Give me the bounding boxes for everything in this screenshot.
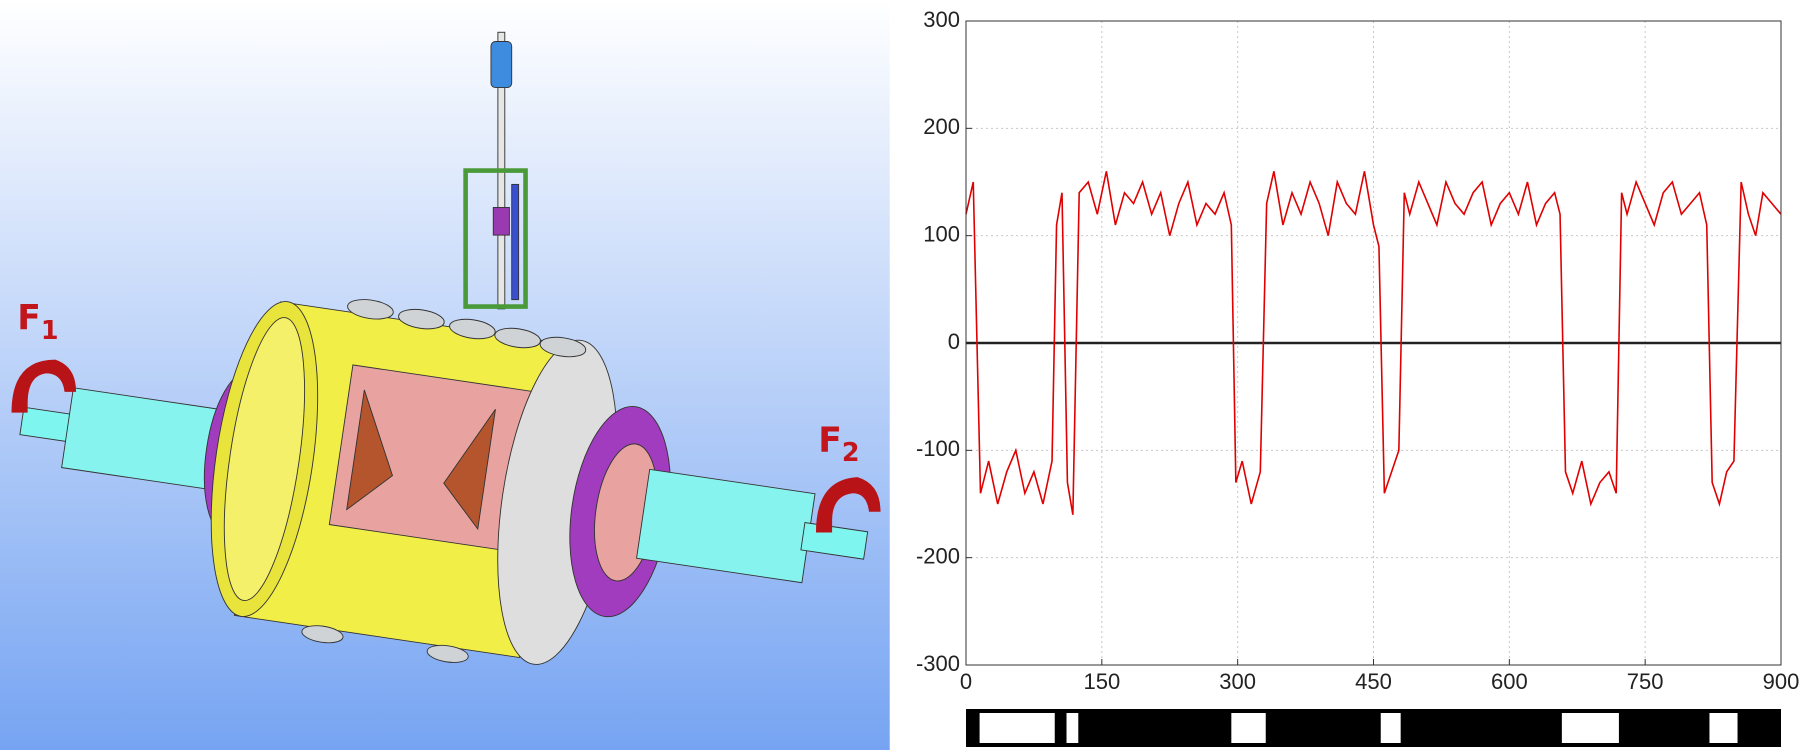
x-tick-label: 450	[1355, 669, 1392, 694]
force-letter: F	[17, 299, 41, 339]
y-tick-label: -200	[916, 543, 960, 568]
force-label: F1	[17, 299, 58, 345]
ports	[301, 299, 587, 663]
x-tick-label: 900	[1763, 669, 1800, 694]
x-tick-label: 300	[1219, 669, 1256, 694]
force-label: F2	[818, 421, 859, 467]
body-cap	[223, 317, 305, 601]
force-subscript: 1	[41, 315, 59, 345]
force-letter: F	[818, 421, 842, 461]
state-low	[1066, 713, 1079, 743]
actuator	[463, 31, 528, 310]
state-low	[1380, 713, 1401, 743]
y-tick-label: 0	[948, 329, 960, 354]
y-tick-label: 300	[923, 7, 960, 32]
state-bar	[966, 709, 1781, 747]
x-tick-label: 150	[1083, 669, 1120, 694]
state-low	[1561, 713, 1619, 743]
y-tick-label: 200	[923, 114, 960, 139]
y-tick-label: 100	[923, 221, 960, 246]
plot-frame	[965, 20, 1782, 666]
force-subscript: 2	[842, 437, 860, 467]
state-low	[1709, 713, 1738, 743]
chart: -300 -200 -100 0 100 200 300 0 150 300 450 600 750 90…	[916, 7, 1799, 747]
state-low	[979, 713, 1055, 743]
data-line	[965, 171, 1782, 515]
rotor	[346, 389, 496, 531]
x-tick-label: 0	[960, 669, 972, 694]
state-low	[1231, 713, 1266, 743]
y-tick-label: -100	[916, 436, 960, 461]
x-tick-label: 750	[1627, 669, 1664, 694]
torque-arrows	[11, 359, 881, 533]
illustration: F1 F2	[0, 0, 890, 750]
x-tick-label: 600	[1491, 669, 1528, 694]
y-tick-label: -300	[916, 651, 960, 676]
